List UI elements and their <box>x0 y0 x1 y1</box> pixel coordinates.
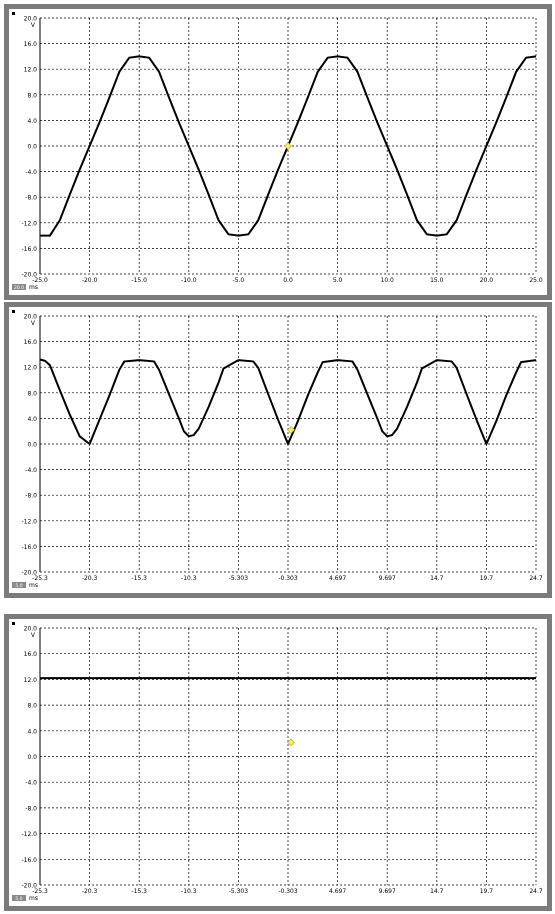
y-tick-label: -8.0 <box>25 805 37 812</box>
cursor-marker <box>284 142 292 150</box>
oscilloscope-chart-1: 20.0 16.0 12.0 8.0 4.0 0.0 -4.0 -8.0 -12.0 -16.0 -… <box>9 9 547 295</box>
y-tick-label: -12.0 <box>21 831 37 838</box>
y-tick-label: 0.0 <box>27 144 37 151</box>
y-tick-label: -20.0 <box>21 570 37 577</box>
x-tick-label: 20.0 <box>480 277 494 284</box>
scope-panel-2: 20.0 16.0 12.0 8.0 4.0 0.0 -4.0 -8.0 -12.0 -16.0 -… <box>4 302 552 598</box>
x-tick-label: -0.303 <box>278 888 298 895</box>
x-tick-label: 14.7 <box>430 575 444 582</box>
y-tick-label: -4.0 <box>25 467 37 474</box>
y-tick-label: 0.0 <box>27 442 37 449</box>
y-tick-label: -20.0 <box>21 883 37 890</box>
x-tick-label: 0.0 <box>283 277 293 284</box>
scope-screen <box>9 619 547 906</box>
x-tick-label: -15.0 <box>131 277 147 284</box>
channel-marker <box>12 12 15 15</box>
y-tick-label: 8.0 <box>27 92 37 99</box>
y-tick-label: 20.0 <box>24 314 38 321</box>
scale-badge-label: 20.0 <box>14 285 24 291</box>
y-tick-label: 12.0 <box>24 677 38 684</box>
x-tick-label: 24.7 <box>529 575 543 582</box>
y-tick-label: 12.0 <box>24 365 38 372</box>
x-tick-label: 5.0 <box>333 277 343 284</box>
x-tick-label: 14.7 <box>430 888 444 895</box>
x-tick-label: -5.303 <box>229 575 249 582</box>
y-tick-label: 20.0 <box>24 626 38 633</box>
scope-screen <box>9 307 547 593</box>
x-tick-label: -15.3 <box>131 888 147 895</box>
x-tick-label: -20.0 <box>82 277 98 284</box>
scope-panel-1: 20.0 16.0 12.0 8.0 4.0 0.0 -4.0 -8.0 -12.0 -16.0 -… <box>4 4 552 300</box>
x-unit-label: ms <box>29 284 38 291</box>
x-tick-label: 19.7 <box>480 575 494 582</box>
x-tick-label: 24.7 <box>529 888 543 895</box>
y-tick-label: 4.0 <box>27 728 37 735</box>
signal-trace <box>39 358 537 445</box>
scale-badge-label: 5.0 <box>15 583 22 589</box>
x-tick-label: -5.0 <box>233 277 245 284</box>
x-tick-label: -25.3 <box>32 888 48 895</box>
y-tick-label: -16.0 <box>21 246 37 253</box>
y-tick-label: 20.0 <box>24 16 38 23</box>
x-tick-label: 10.0 <box>381 277 395 284</box>
scale-badge <box>12 895 26 901</box>
x-tick-label: -15.3 <box>131 575 147 582</box>
scope-panel-3: 20.0 16.0 12.0 8.0 4.0 0.0 -4.0 -8.0 -12.0 -16.0 -… <box>4 614 552 911</box>
cursor-marker <box>287 738 295 747</box>
y-tick-label: -12.0 <box>21 220 37 227</box>
x-unit-label: ms <box>29 582 38 589</box>
cursor-marker <box>287 425 295 434</box>
y-tick-label: -8.0 <box>25 195 37 202</box>
x-tick-label: -10.3 <box>181 575 197 582</box>
x-tick-label: 9.697 <box>379 575 396 582</box>
x-tick-label: 19.7 <box>480 888 494 895</box>
scale-badge <box>12 284 26 290</box>
y-tick-label: 16.0 <box>24 651 38 658</box>
oscilloscope-chart-3: 20.0 16.0 12.0 8.0 4.0 0.0 -4.0 -8.0 -12.0 -16.0 -… <box>9 619 547 906</box>
y-tick-label: 8.0 <box>27 703 37 710</box>
y-tick-label: -20.0 <box>21 272 37 279</box>
x-tick-label: -0.303 <box>278 575 298 582</box>
scale-badge-label: 5.0 <box>15 896 22 902</box>
y-tick-label: -12.0 <box>21 518 37 525</box>
x-tick-label: -25.0 <box>32 277 48 284</box>
y-tick-label: 4.0 <box>27 118 37 125</box>
x-tick-label: -20.3 <box>82 575 98 582</box>
oscilloscope-chart-2: 20.0 16.0 12.0 8.0 4.0 0.0 -4.0 -8.0 -12.0 -16.0 -… <box>9 307 547 593</box>
y-tick-label: 4.0 <box>27 416 37 423</box>
y-tick-label: 16.0 <box>24 41 38 48</box>
y-tick-label: -8.0 <box>25 493 37 500</box>
y-tick-label: 16.0 <box>24 339 38 346</box>
y-unit-label: V <box>31 632 36 639</box>
x-tick-label: 4.697 <box>329 888 346 895</box>
x-tick-label: 15.0 <box>430 277 444 284</box>
y-unit-label: V <box>31 320 36 327</box>
x-tick-label: -10.3 <box>181 888 197 895</box>
scope-screen <box>9 9 547 295</box>
y-tick-label: -16.0 <box>21 857 37 864</box>
channel-marker <box>12 310 15 313</box>
x-tick-label: -25.3 <box>32 575 48 582</box>
x-tick-label: 4.697 <box>329 575 346 582</box>
scale-badge <box>12 582 26 588</box>
y-tick-label: -4.0 <box>25 780 37 787</box>
x-tick-label: -20.3 <box>82 888 98 895</box>
y-tick-label: -4.0 <box>25 169 37 176</box>
y-tick-label: -16.0 <box>21 544 37 551</box>
y-unit-label: V <box>31 22 36 29</box>
panel-gap <box>0 598 555 612</box>
y-tick-label: 0.0 <box>27 754 37 761</box>
x-tick-label: 25.0 <box>529 277 543 284</box>
y-tick-label: 12.0 <box>24 67 38 74</box>
x-tick-label: 9.697 <box>379 888 396 895</box>
channel-marker <box>12 622 15 625</box>
y-tick-label: 8.0 <box>27 390 37 397</box>
x-tick-label: -10.0 <box>181 277 197 284</box>
x-tick-label: -5.303 <box>229 888 249 895</box>
x-unit-label: ms <box>29 895 38 902</box>
